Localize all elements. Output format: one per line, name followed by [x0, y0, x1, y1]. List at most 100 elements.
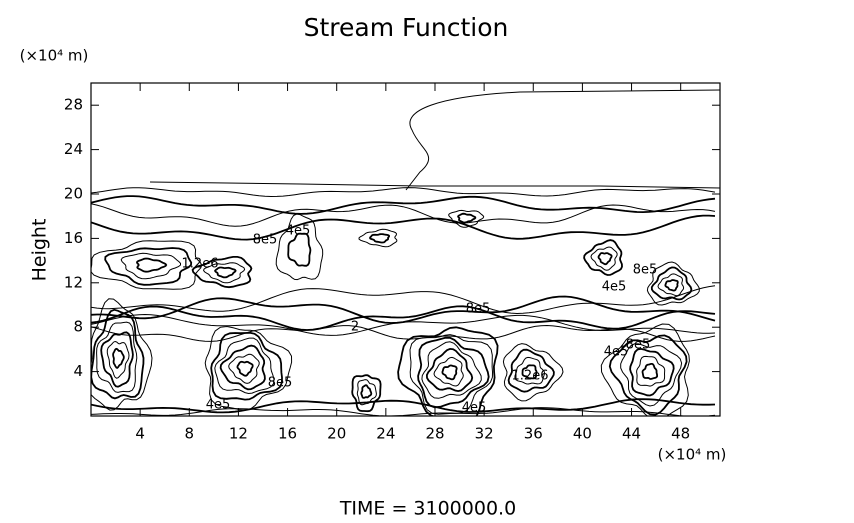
contour-line	[104, 247, 193, 286]
y-tick-label: 4	[73, 362, 83, 380]
contour-line	[91, 398, 716, 414]
contour-line	[136, 257, 168, 273]
contour-line	[210, 331, 283, 401]
contour-label: 4e5	[462, 401, 487, 416]
contour-line	[514, 356, 546, 385]
y-label: Height	[29, 219, 51, 282]
contour-line	[425, 347, 474, 393]
y-tick-label: 12	[64, 273, 83, 291]
contour-line	[91, 313, 716, 336]
x-tick-label: 16	[278, 425, 297, 443]
contour-line	[204, 325, 293, 411]
contour-label: 2	[351, 320, 359, 335]
contour-label: 4e5	[604, 345, 629, 360]
contour-line	[521, 364, 538, 380]
contour-line	[236, 360, 254, 377]
contour-line	[646, 261, 700, 306]
contour-line	[641, 363, 658, 380]
contour-label: 4e5	[602, 280, 627, 295]
contour-line	[100, 331, 134, 388]
contour-label: 1.2e6	[182, 257, 219, 272]
contour-line	[657, 273, 685, 297]
contour-line	[91, 195, 716, 215]
contour-label: 8e5	[626, 338, 651, 353]
contour-line	[91, 295, 716, 324]
x-tick-label: 32	[475, 425, 494, 443]
contour-field	[91, 89, 720, 416]
contour-line	[91, 285, 716, 315]
contour-line	[433, 356, 464, 387]
contour-line	[636, 355, 666, 387]
contour-line	[405, 89, 720, 191]
contour-line	[91, 305, 716, 331]
contour-line	[417, 336, 490, 409]
x-tick-label: 12	[229, 425, 248, 443]
contour-line	[608, 334, 688, 416]
y-tick-label: 20	[64, 185, 83, 203]
contour-line	[409, 334, 494, 415]
contour-line	[96, 321, 138, 393]
x-tick-label: 28	[425, 425, 444, 443]
contour-line	[91, 203, 716, 227]
contour-line	[583, 239, 623, 276]
contour-line	[203, 262, 246, 284]
contour-label: 8e5	[633, 263, 658, 278]
x-tick-label: 8	[185, 425, 195, 443]
y-tick-label: 16	[64, 229, 83, 247]
y-unit: (×10⁴ m)	[20, 47, 89, 65]
contour-line	[360, 384, 373, 399]
contour-line	[650, 266, 693, 301]
contour-line	[620, 343, 683, 407]
contour-line	[91, 214, 716, 241]
y-tick-label: 8	[73, 318, 83, 336]
contour-line	[91, 187, 716, 198]
contour-line	[397, 326, 499, 416]
contour-line	[448, 209, 485, 228]
contour-line	[664, 279, 679, 292]
contour-line	[91, 324, 716, 342]
contour-line	[228, 353, 260, 384]
contour-label: 1.2e6	[512, 369, 549, 384]
contour-line	[590, 246, 618, 271]
contour-line	[287, 232, 312, 267]
contour-line	[597, 252, 613, 266]
contour-line	[457, 212, 477, 224]
contour-line	[358, 228, 398, 248]
contour-line	[502, 343, 564, 402]
contour-line	[275, 213, 324, 281]
contour-label: 8e5	[253, 233, 278, 248]
contour-line	[91, 298, 153, 411]
contour-line	[112, 347, 125, 369]
footer: TIME = 3100000.0	[339, 498, 516, 520]
contour-line	[507, 348, 555, 393]
contour-line	[149, 181, 720, 189]
contour-line	[214, 266, 237, 279]
x-tick-label: 40	[573, 425, 592, 443]
contour-line	[191, 255, 253, 289]
y-tick-label: 28	[64, 96, 83, 114]
x-tick-label: 48	[671, 425, 690, 443]
contour-line	[351, 374, 382, 413]
contour-line	[120, 252, 181, 280]
y-tick-label: 24	[64, 140, 83, 158]
contour-line	[214, 337, 275, 395]
x-tick-label: 24	[376, 425, 395, 443]
contour-label: 4e5	[206, 398, 231, 413]
x-tick-label: 36	[524, 425, 543, 443]
contour-label: 4e5	[286, 224, 311, 239]
contour-line	[441, 364, 458, 381]
contour-line	[106, 340, 130, 379]
x-unit: (×10⁴ m)	[658, 446, 727, 464]
contour-line	[629, 347, 675, 397]
contour-line	[421, 341, 482, 399]
x-tick-label: 44	[622, 425, 641, 443]
contour-line	[91, 240, 203, 290]
chart-title: Stream Function	[304, 13, 509, 42]
x-tick-label: 4	[135, 425, 145, 443]
contour-label: 8e5	[268, 376, 293, 391]
contour-label: 8e5	[466, 302, 491, 317]
contour-line	[219, 344, 266, 391]
plot-frame	[90, 82, 721, 417]
